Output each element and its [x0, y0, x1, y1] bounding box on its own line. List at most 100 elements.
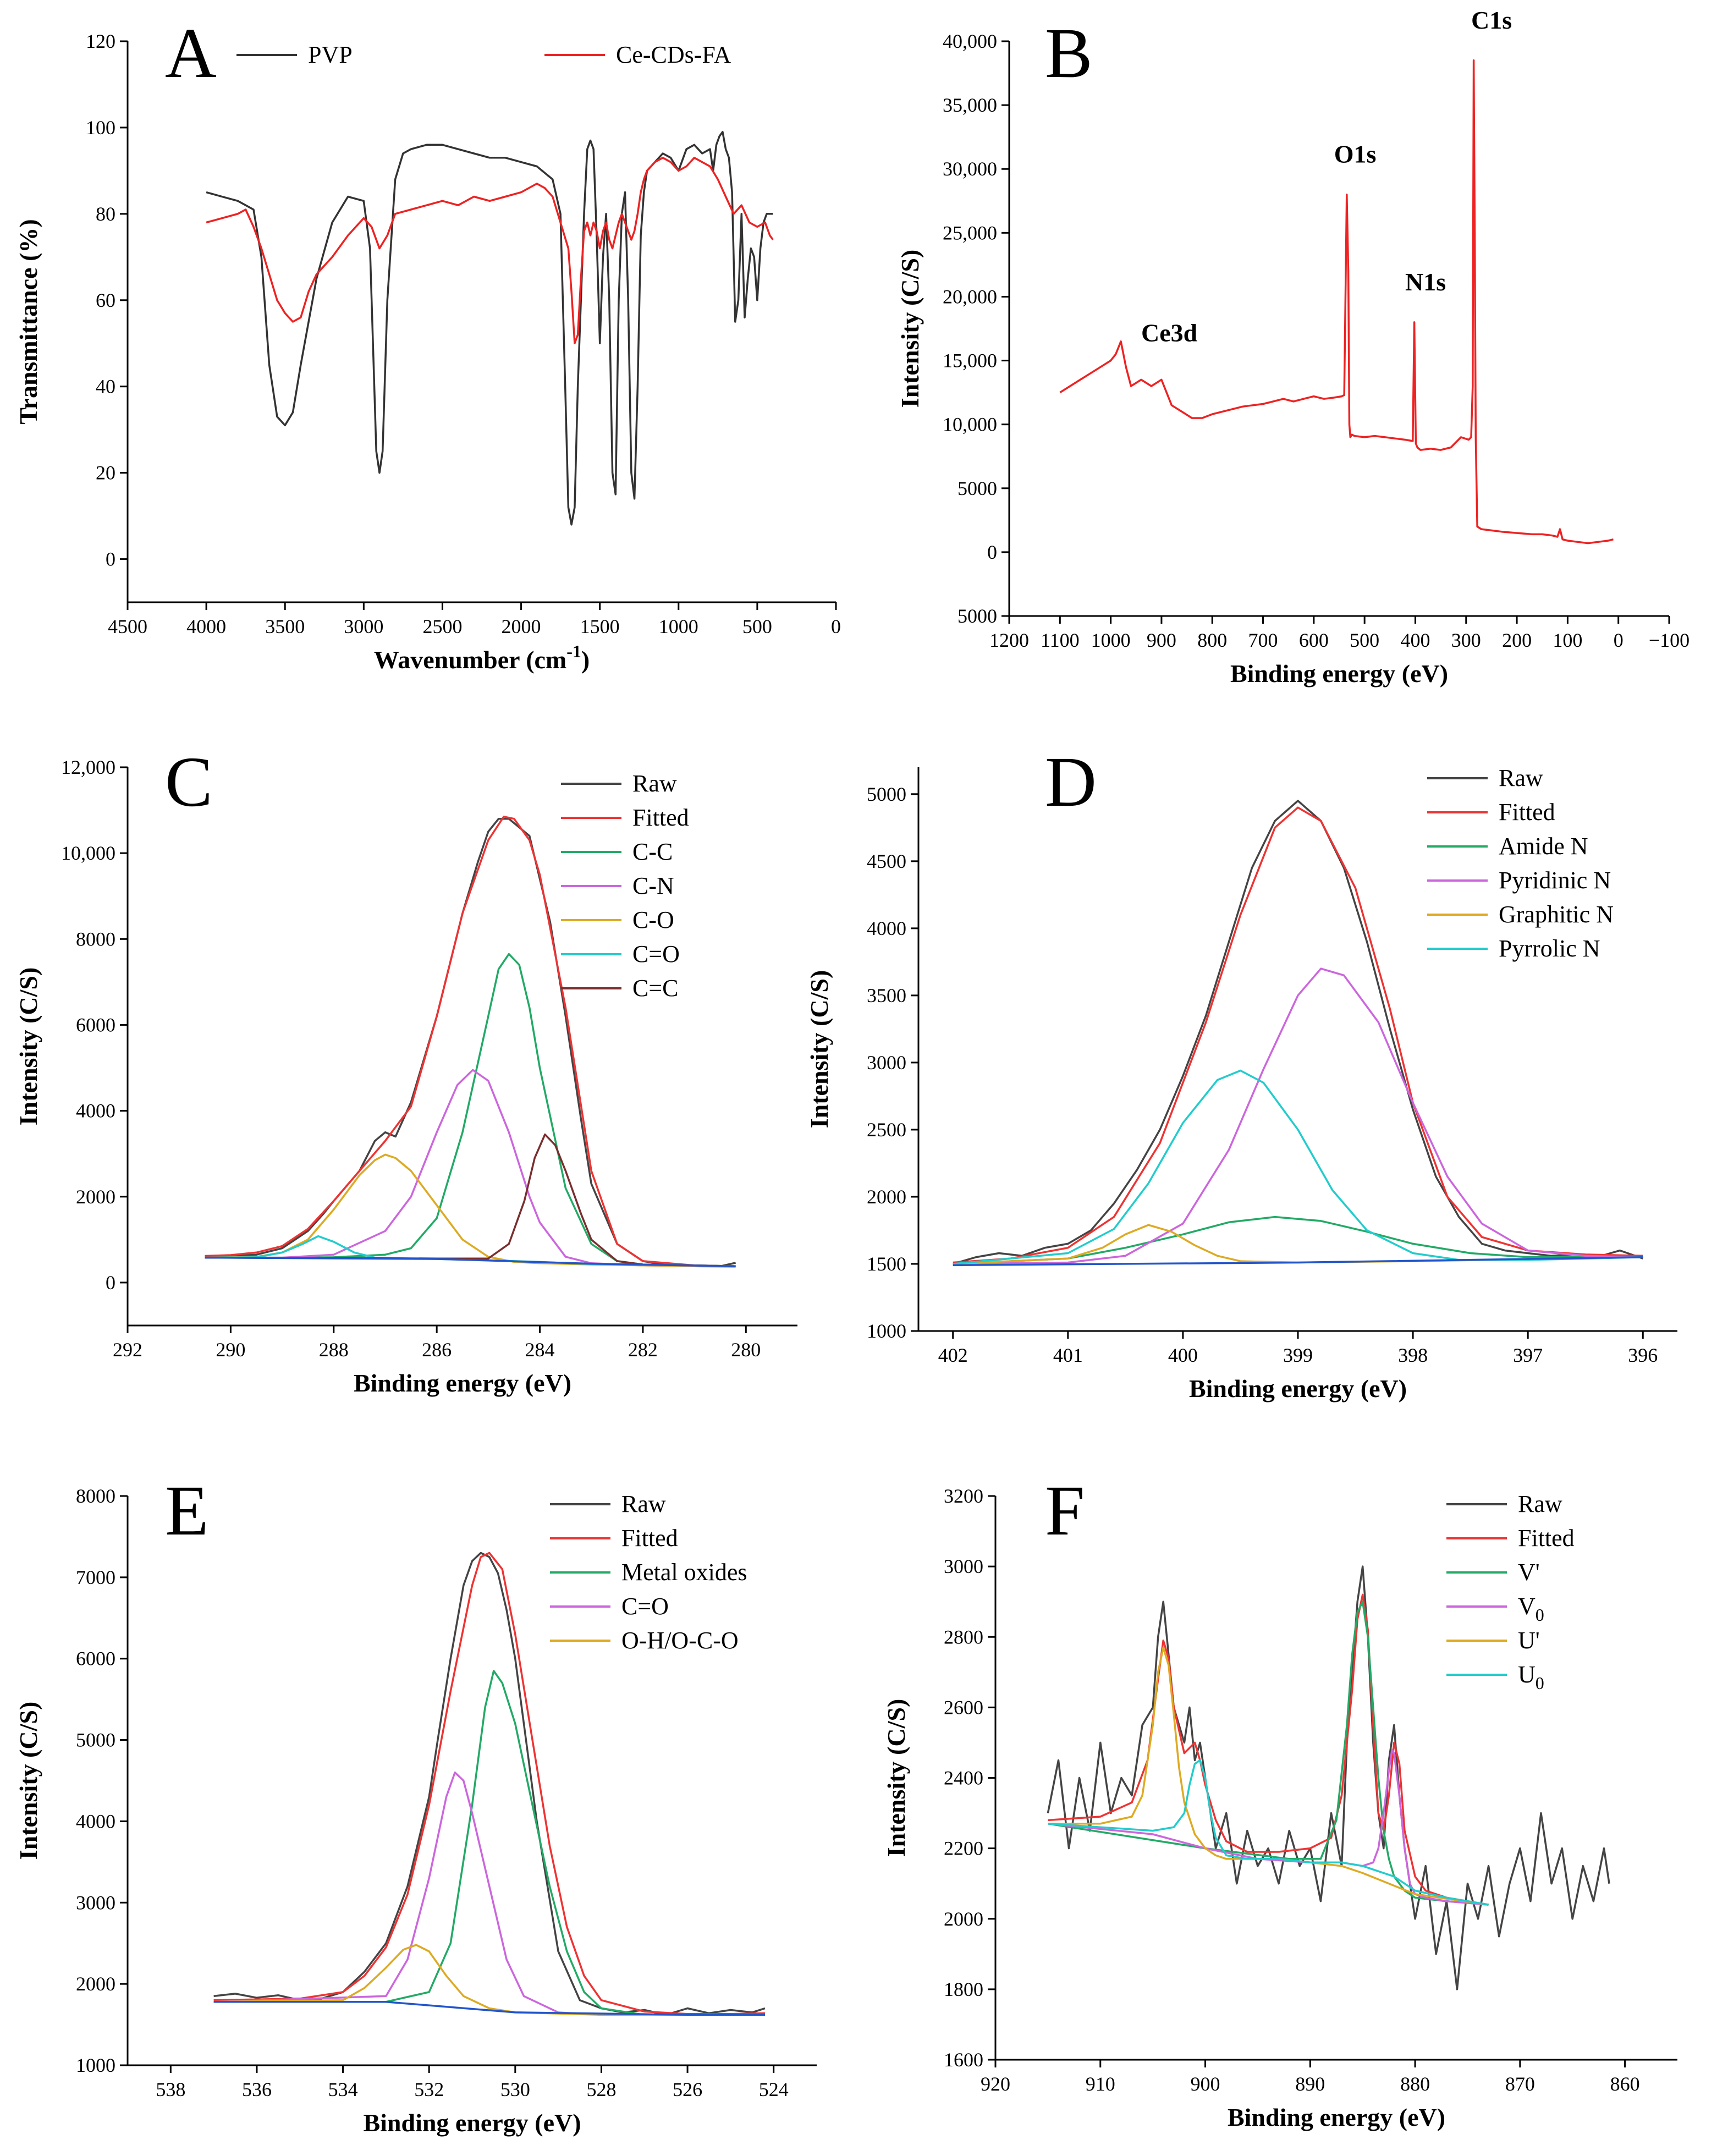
series-o-h-o-c-o [213, 1944, 765, 2016]
y-tick-label: 40 [96, 376, 115, 398]
y-tick-label: 0 [106, 548, 115, 570]
y-axis-label: Intensity (C/S) [14, 967, 42, 1126]
legend-entry: Fitted [1518, 1525, 1575, 1552]
panel-letter: E [165, 1471, 208, 1550]
series-ce-cds-fa [206, 157, 774, 344]
peak-label: O1s [1334, 140, 1377, 168]
x-tick-label: 292 [113, 1339, 142, 1361]
y-tick-label: 40,000 [943, 30, 997, 52]
y-tick-label: 1600 [944, 2049, 983, 2071]
y-tick-label: 35,000 [943, 94, 997, 116]
x-tick-label: 286 [422, 1339, 452, 1361]
x-tick-label: 600 [1299, 629, 1329, 651]
panel-A: 4500 4000 3500 3000 2500 2000 1500 1000 500 0 0 20 4… [14, 14, 841, 674]
series-fitted [205, 816, 736, 1268]
legend-entry: PVP [308, 41, 353, 68]
legend-entry: Amide N [1499, 833, 1588, 860]
series-fitted [953, 806, 1643, 1264]
x-tick-label: 1000 [1091, 629, 1131, 651]
y-tick-label: 60 [96, 289, 115, 311]
series-u- [1048, 1646, 1489, 1906]
y-tick-label: 1000 [867, 1320, 906, 1342]
y-tick-label: 2000 [76, 1186, 115, 1208]
y-tick-label: 1500 [867, 1253, 906, 1275]
series-raw [1047, 1565, 1610, 1990]
y-tick-label: 5000 [957, 477, 997, 499]
y-tick-label: 0 [106, 1272, 115, 1294]
legend-entry: V' [1518, 1559, 1540, 1586]
series-survey [1059, 59, 1614, 544]
x-axis-label: Wavenumber (cm-1) [374, 641, 590, 674]
y-tick-label: 2000 [76, 1973, 115, 1995]
y-tick-label: 20 [96, 462, 115, 484]
y-tick-label: 2400 [944, 1767, 983, 1789]
legend-entry: Raw [632, 770, 677, 797]
legend-entry: Raw [1518, 1491, 1562, 1517]
legend-entry: Ce-CDs-FA [616, 41, 731, 68]
legend-entry: Pyridinic N [1499, 867, 1611, 894]
y-tick-label: 5000 [867, 783, 906, 805]
x-tick-label: 290 [216, 1339, 245, 1361]
y-tick-label: 4000 [76, 1810, 115, 1832]
series-c-c [205, 1133, 736, 1268]
y-tick-label: 2200 [944, 1838, 983, 1860]
legend-entry: Fitted [621, 1525, 678, 1552]
x-tick-label: 3500 [265, 615, 305, 637]
x-tick-label: 288 [319, 1339, 349, 1361]
legend-entry: Pyrrolic N [1499, 935, 1600, 962]
y-tick-label: 30,000 [943, 158, 997, 180]
x-tick-label: 400 [1168, 1344, 1198, 1366]
legend-entry: Metal oxides [621, 1559, 747, 1586]
y-tick-label: 7000 [76, 1566, 115, 1588]
series-c-o [213, 1771, 765, 2016]
legend-entry: Raw [1499, 765, 1543, 791]
x-tick-label: 300 [1451, 629, 1481, 651]
y-tick-label: 10,000 [943, 414, 997, 436]
x-tick-label: 396 [1628, 1344, 1658, 1366]
x-axis-label: Binding energy (eV) [1230, 659, 1448, 688]
x-axis-label: Binding energy (eV) [1189, 1374, 1407, 1402]
x-tick-label: 890 [1295, 2073, 1325, 2095]
x-tick-label: 1500 [580, 615, 620, 637]
y-tick-label: 25,000 [943, 222, 997, 244]
panel-letter: C [165, 743, 213, 822]
x-tick-label: 860 [1610, 2073, 1640, 2095]
y-tick-label: 80 [96, 203, 115, 225]
y-tick-label: 4000 [867, 917, 906, 939]
peak-label: N1s [1405, 268, 1446, 296]
x-tick-label: 3000 [344, 615, 383, 637]
x-tick-label: 536 [242, 2078, 272, 2100]
y-tick-label: 4000 [76, 1100, 115, 1122]
x-tick-label: 400 [1400, 629, 1430, 651]
y-tick-label: 2000 [944, 1908, 983, 1930]
x-tick-label: 284 [525, 1339, 555, 1361]
y-tick-label: 3000 [76, 1891, 115, 1913]
legend-entry: Fitted [1499, 799, 1555, 826]
series-baseline [213, 2000, 765, 2016]
series-raw [213, 1552, 766, 2016]
y-tick-label: 2000 [867, 1186, 906, 1208]
y-tick-label: 12,000 [61, 756, 115, 778]
x-tick-label: 500 [742, 615, 772, 637]
series-fitted [1048, 1593, 1489, 1906]
x-tick-label: 280 [731, 1339, 761, 1361]
y-tick-label: 15,000 [943, 350, 997, 372]
x-tick-label: 900 [1147, 629, 1176, 651]
y-tick-label: 0 [987, 541, 997, 563]
x-tick-label: 530 [500, 2078, 530, 2100]
x-tick-label: 910 [1086, 2073, 1115, 2095]
series-pvp [206, 131, 773, 526]
x-tick-label: 1100 [1041, 629, 1080, 651]
legend-entry: U' [1518, 1627, 1540, 1654]
x-axis-label: Binding energy (eV) [354, 1369, 571, 1397]
x-tick-label: 528 [586, 2078, 616, 2100]
x-tick-label: 402 [938, 1344, 968, 1366]
y-tick-label: 1800 [944, 1978, 983, 2000]
y-tick-label: 2800 [944, 1626, 983, 1648]
y-axis-label: Intensity (C/S) [14, 1702, 42, 1860]
x-tick-label: 534 [328, 2078, 358, 2100]
panel-E: 538 536 534 532 530 528 526 524 1000 2000 3000 4000… [14, 1471, 817, 2137]
x-tick-label: 870 [1505, 2073, 1535, 2095]
series-raw [953, 800, 1643, 1265]
